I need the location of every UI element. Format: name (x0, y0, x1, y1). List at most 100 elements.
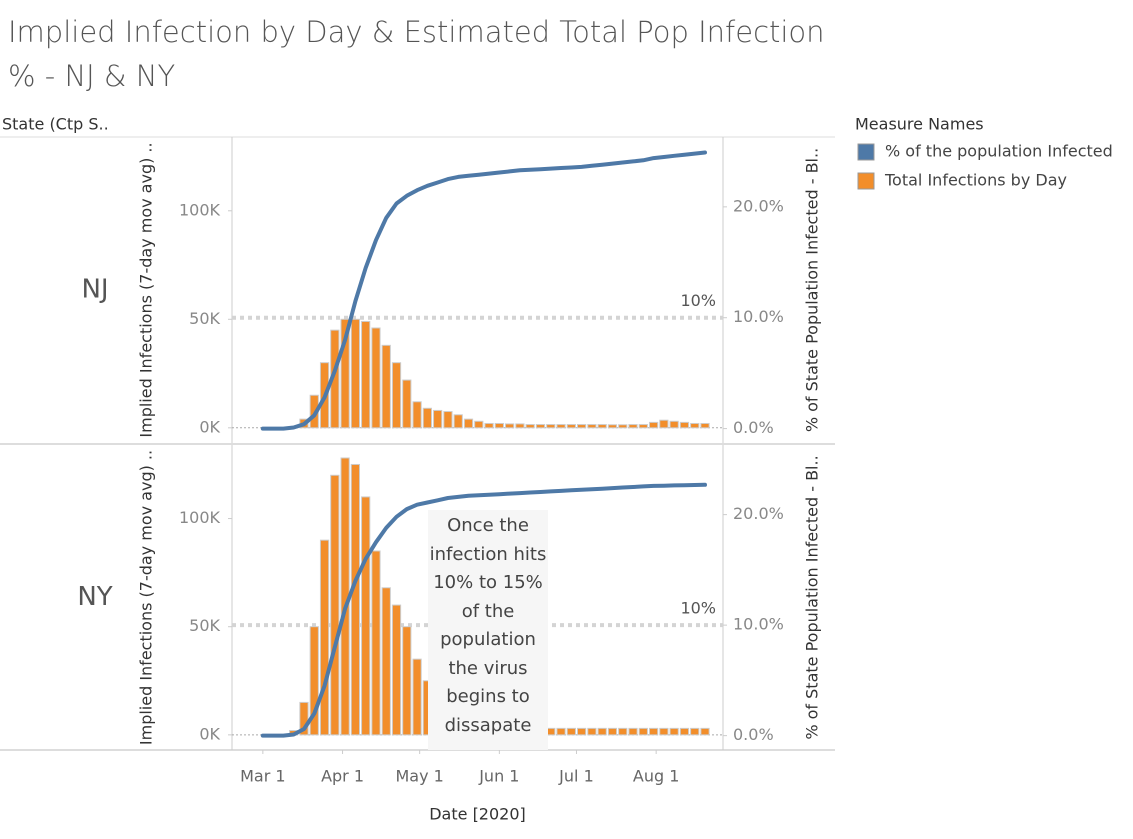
y2-tick-label: 20.0% (733, 504, 784, 523)
y-tick-label: 100K (179, 508, 221, 527)
bar (453, 414, 463, 429)
bar (576, 727, 587, 736)
bar (607, 727, 618, 736)
y2-tick-label: 10.0% (733, 615, 784, 634)
row-header: State (Ctp S.. (2, 115, 109, 134)
y2-tick-label: 0.0% (733, 725, 774, 744)
bar (618, 424, 628, 429)
legend-label: % of the population Infected (885, 142, 1113, 161)
bar (669, 727, 679, 736)
x-tick-label: Jun 1 (478, 767, 519, 786)
x-tick-label: Apr 1 (321, 767, 364, 786)
legend-label: Total Infections by Day (884, 171, 1067, 190)
annotation-text: Once the infection hits 10% to 15% of th… (428, 510, 548, 750)
reference-label: 10% (680, 291, 716, 310)
bar (433, 409, 443, 429)
x-tick-label: Jul 1 (558, 767, 594, 786)
bar (690, 727, 700, 736)
bar (525, 424, 535, 429)
y-tick-label: 0K (199, 724, 220, 743)
annotation: Once the infection hits 10% to 15% of th… (428, 510, 548, 750)
bar (340, 318, 350, 429)
bar (309, 626, 319, 736)
line (260, 150, 707, 431)
legend-title: Measure Names (855, 115, 984, 134)
bar (669, 420, 679, 429)
bar (412, 658, 422, 736)
bar (391, 604, 402, 736)
bar (566, 424, 576, 429)
bar (607, 424, 618, 429)
legend-swatch (857, 172, 875, 190)
bar (648, 727, 659, 736)
bar (361, 496, 371, 736)
reference-label: 10% (680, 599, 716, 618)
y2-tick-label: 10.0% (733, 307, 784, 326)
y-tick-label: 50K (189, 616, 220, 635)
chart-title: Implied Infection by Day & Estimated Tot… (8, 15, 825, 93)
bar (556, 727, 566, 736)
bar (648, 421, 659, 429)
row-label: NJ (81, 275, 108, 305)
bar (402, 626, 412, 736)
bar (535, 424, 546, 429)
bar (422, 407, 432, 429)
bar (381, 344, 391, 429)
bar (474, 420, 484, 429)
bar (618, 727, 628, 736)
bar (690, 422, 700, 429)
bar (299, 701, 309, 736)
y-tick-label: 100K (179, 200, 221, 219)
y-tick-label: 0K (199, 417, 220, 436)
x-tick-label: Mar 1 (240, 767, 285, 786)
x-tick-label: Aug 1 (633, 767, 680, 786)
y-tick-label: 50K (189, 309, 220, 328)
bar (546, 424, 556, 429)
x-tick-label: May 1 (395, 767, 443, 786)
y2-axis-title: % of State Population Infected - Bl.. (803, 455, 822, 739)
bar (505, 423, 515, 429)
bar (700, 727, 710, 736)
bar (587, 424, 597, 429)
bar (638, 424, 648, 429)
bar (463, 418, 474, 429)
bar (391, 362, 402, 429)
bar (402, 379, 412, 429)
bar (350, 463, 361, 736)
bar (597, 424, 607, 429)
bar (679, 727, 690, 736)
bar (566, 727, 576, 736)
bar (361, 320, 371, 429)
bar (515, 423, 525, 429)
bar (679, 421, 690, 429)
bar (556, 424, 566, 429)
bar (628, 727, 638, 736)
y-axis-title: Implied Infections (7-day mov avg) .. (137, 142, 156, 437)
y-axis-title: Implied Infections (7-day mov avg) .. (137, 450, 156, 745)
row-label: NY (77, 582, 112, 612)
y2-tick-label: 0.0% (733, 418, 774, 437)
x-axis-title: Date [2020] (429, 805, 526, 824)
bar (350, 318, 361, 429)
bar (330, 474, 340, 736)
line (260, 482, 707, 738)
bar (412, 401, 422, 429)
bar (576, 424, 587, 429)
bar (628, 424, 638, 429)
bar (659, 419, 669, 429)
legend-swatch (857, 143, 875, 161)
bar (659, 727, 669, 736)
bar (494, 422, 504, 429)
bar (597, 727, 607, 736)
y2-tick-label: 20.0% (733, 196, 784, 215)
bar (371, 327, 381, 429)
bar (381, 587, 391, 736)
bar (319, 539, 330, 736)
bar (587, 727, 597, 736)
y2-axis-title: % of State Population Infected - Bl.. (803, 148, 822, 432)
bar (638, 727, 648, 736)
bar (484, 422, 494, 429)
bar (371, 550, 381, 736)
